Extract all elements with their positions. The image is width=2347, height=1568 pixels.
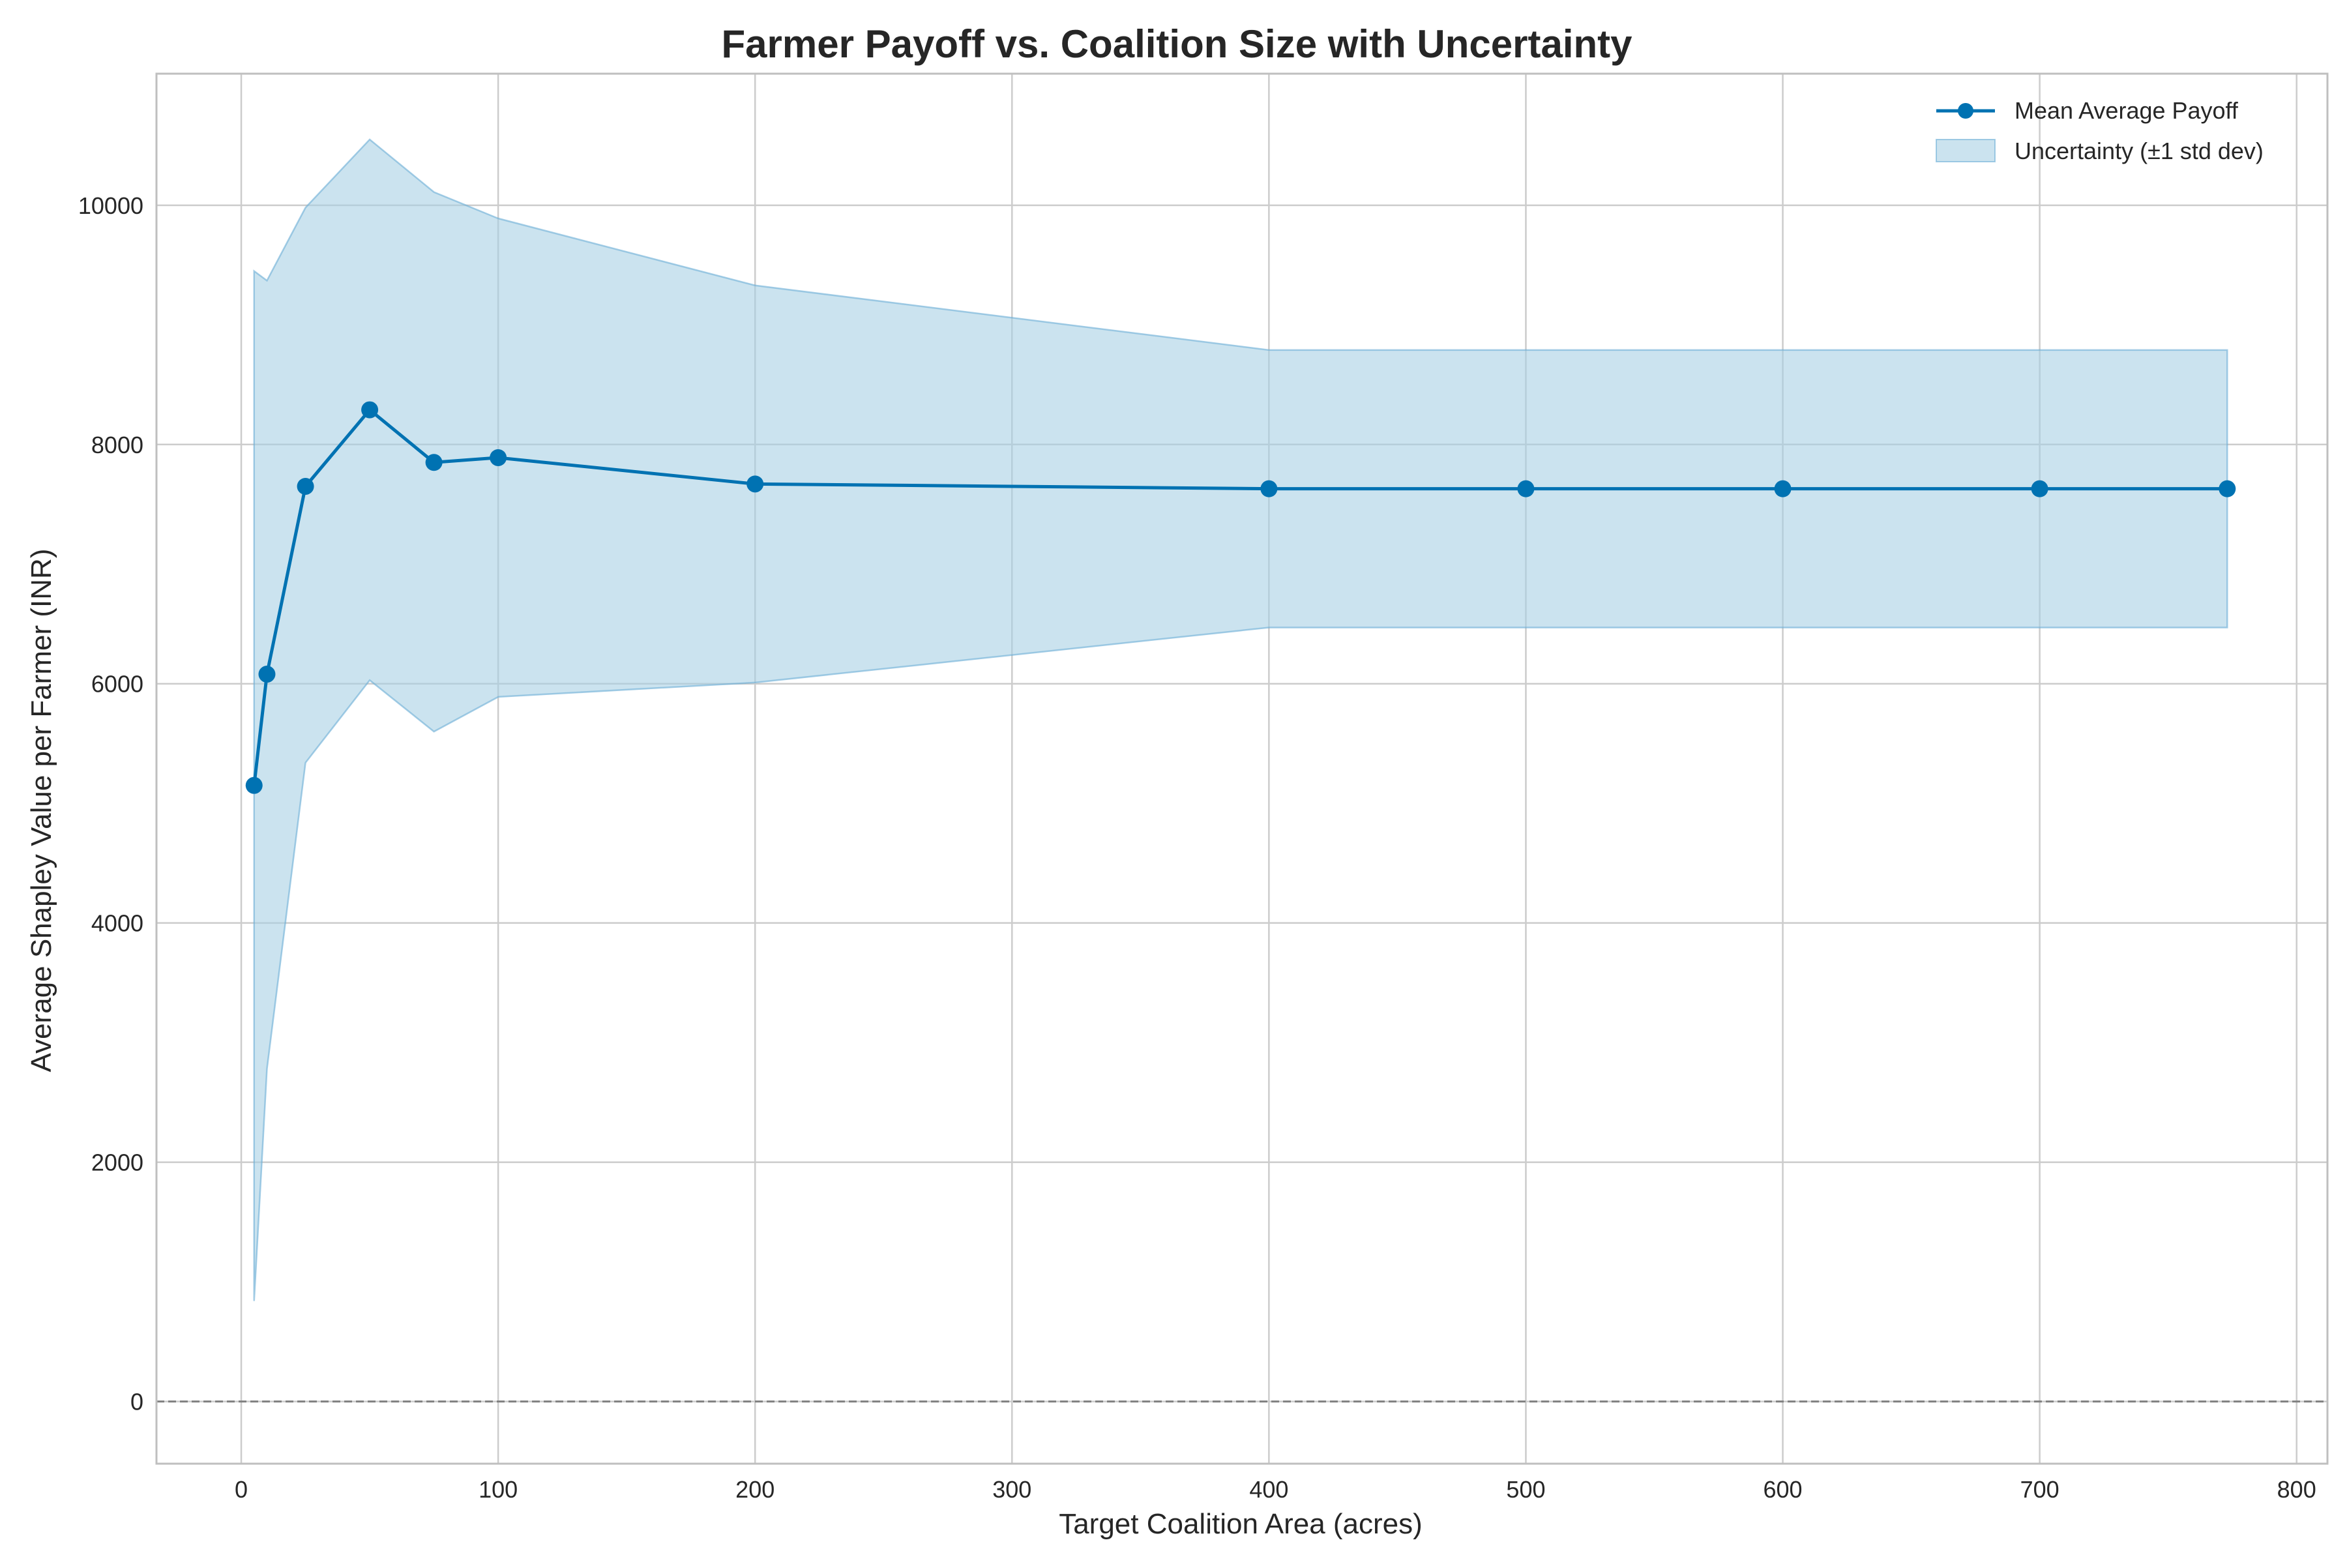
band-layer [253, 138, 2228, 1301]
x-tick-label: 800 [2277, 1476, 2316, 1503]
mean-payoff-point [1517, 480, 1535, 497]
y-axis-label: Average Shapley Value per Farmer (INR) [25, 549, 57, 1072]
y-tick-label: 8000 [91, 432, 143, 458]
x-tick-label: 400 [1249, 1476, 1288, 1503]
x-tick-label: 600 [1764, 1476, 1803, 1503]
x-tick-labels: 0 100 200 300 400 500 600 700 800 [235, 1476, 2316, 1503]
mean-payoff-line [252, 408, 2228, 786]
plot-frame [155, 72, 2329, 1465]
legend-label-uncertainty: Uncertainty (±1 std dev) [2015, 138, 2264, 164]
x-tick-label: 700 [2020, 1476, 2059, 1503]
y-tick-label: 10000 [78, 192, 143, 219]
mean-payoff-point [425, 454, 443, 471]
y-tick-label: 6000 [91, 671, 143, 698]
mean-payoff-point [297, 477, 314, 495]
x-tick-label: 100 [479, 1476, 518, 1503]
y-tick-label: 2000 [91, 1149, 143, 1176]
chart-title: Farmer Payoff vs. Coalition Size with Un… [722, 22, 1633, 66]
legend: Mean Average Payoff Uncertainty (±1 std … [1936, 97, 2264, 164]
x-tick-label: 200 [735, 1476, 775, 1503]
mean-payoff-point [490, 449, 507, 466]
marker-layer [245, 401, 2236, 794]
mean-payoff-point [258, 666, 276, 683]
mean-payoff-point [1260, 480, 1278, 497]
line-layer [252, 408, 2228, 786]
mean-payoff-point [1774, 480, 1792, 497]
mean-payoff-point [245, 777, 263, 794]
legend-label-mean: Mean Average Payoff [2015, 97, 2239, 124]
uncertainty-band [253, 138, 2228, 1301]
x-tick-label: 300 [992, 1476, 1031, 1503]
legend-marker-swatch [1958, 103, 1973, 119]
y-tick-labels: 0 2000 4000 6000 8000 10000 [78, 192, 143, 1415]
y-tick-label: 4000 [91, 910, 143, 937]
x-tick-label: 0 [235, 1476, 248, 1503]
x-axis-label: Target Coalition Area (acres) [1059, 1508, 1423, 1540]
mean-payoff-point [746, 475, 764, 493]
legend-band-swatch [1936, 139, 1996, 162]
y-tick-label: 0 [130, 1389, 143, 1415]
x-tick-label: 500 [1506, 1476, 1545, 1503]
mean-payoff-point [2031, 480, 2048, 497]
mean-payoff-point [361, 401, 379, 419]
mean-payoff-point [2219, 480, 2236, 497]
